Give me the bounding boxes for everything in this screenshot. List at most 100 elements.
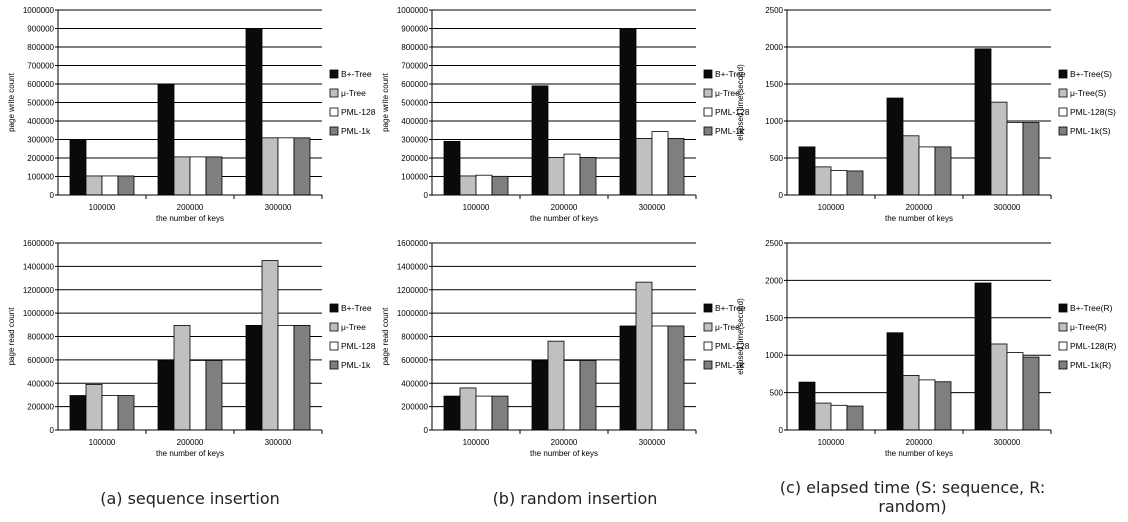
legend-label: PML-1k [715,360,745,370]
x-axis-label: the number of keys [530,449,598,458]
bar-pml-1k-s--200000 [934,146,952,196]
bar--tree-200000 [173,324,191,431]
y-tick-label: 2500 [765,6,783,15]
y-tick-label: 1600000 [23,239,55,248]
bar-b-tree-s--300000 [974,48,992,196]
y-axis-label: page read count [7,307,16,366]
legend-swatch [1058,360,1068,370]
legend-label: PML-1k [715,126,745,136]
bar-pml-1k-100000 [117,395,135,431]
legend-label: μ-Tree [715,88,740,98]
y-tick-label: 1600000 [397,239,429,248]
legend-label: PML-128 [715,107,750,117]
legend-swatch [703,360,713,370]
y-tick-label: 600000 [401,80,428,89]
legend-label: μ-Tree(S) [1070,88,1106,98]
y-tick-label: 500 [770,154,784,163]
y-tick-label: 600000 [27,80,54,89]
chart-3: 0 500 1000 1500 2000 2500 elapsed time(second)… [736,6,1116,223]
y-axis-label: page read count [381,307,390,366]
legend-label: B+-Tree [341,303,372,313]
legend-label: PML-1k [341,126,371,136]
y-tick-label: 2500 [765,239,783,248]
legend-swatch [329,69,339,79]
x-tick-label: 100000 [463,203,490,212]
bar--tree-300000 [261,260,279,431]
legend-label: μ-Tree [341,88,366,98]
bar--tree-300000 [261,137,279,196]
caption-b: (b) random insertion [492,489,658,508]
y-tick-label: 0 [424,426,429,435]
bar-b-tree-200000 [157,83,175,196]
legend-label: PML-128 [341,341,376,351]
x-tick-label: 200000 [551,438,578,447]
x-tick-label: 300000 [265,438,292,447]
bar-pml-1k-300000 [293,137,311,196]
chart-2: 0 100000 200000 300000 400000 500000 600000 700… [381,6,750,223]
legend-label: PML-128 [715,341,750,351]
y-tick-label: 200000 [27,154,54,163]
bar--tree-100000 [459,175,477,196]
y-tick-label: 800000 [27,333,54,342]
legend-swatch [1058,69,1068,79]
y-tick-label: 500000 [27,99,54,108]
bar--tree-r--300000 [990,343,1008,431]
legend-swatch [1058,322,1068,332]
x-tick-label: 100000 [89,438,116,447]
bar-pml-128-r--100000 [830,404,848,431]
x-tick-label: 300000 [639,203,666,212]
legend-swatch [1058,341,1068,351]
bar-b-tree-300000 [245,324,263,431]
y-tick-label: 2000 [765,43,783,52]
x-tick-label: 100000 [463,438,490,447]
bar-b-tree-200000 [531,360,549,431]
chart-6: 0 500 1000 1500 2000 2500 elapsed time(second)… [736,239,1116,458]
y-tick-label: 800000 [27,43,54,52]
y-tick-label: 700000 [401,62,428,71]
bar-pml-128-300000 [651,131,669,196]
y-tick-label: 1000 [765,351,783,360]
bar-pml-128-200000 [563,153,581,196]
x-axis-label: the number of keys [885,214,953,223]
bar-b-tree-s--200000 [886,97,904,196]
bar--tree-100000 [459,387,477,431]
y-tick-label: 2000 [765,276,783,285]
legend-label: PML-128(S) [1070,107,1116,117]
bar-pml-1k-100000 [491,395,509,431]
caption-c: (c) elapsed time (S: sequence, R: random… [779,478,1046,516]
y-tick-label: 1400000 [23,262,55,271]
y-tick-label: 500000 [401,99,428,108]
bar-pml-1k-100000 [491,175,509,196]
bar--tree-s--200000 [902,135,920,196]
y-tick-label: 400000 [401,379,428,388]
y-tick-label: 1400000 [397,262,429,271]
bar-b-tree-300000 [619,325,637,431]
caption-a: (a) sequence insertion [100,489,280,508]
legend-label: PML-128 [341,107,376,117]
bar-pml-128-100000 [101,395,119,431]
y-tick-label: 400000 [27,117,54,126]
bar-pml-128-100000 [475,174,493,196]
x-axis-label: the number of keys [156,214,224,223]
legend-label: B+-Tree(S) [1070,69,1112,79]
y-tick-label: 0 [50,191,55,200]
bar-pml-128-300000 [651,325,669,431]
legend-label: B+-Tree(R) [1070,303,1113,313]
legend-label: PML-1k(S) [1070,126,1111,136]
bar-pml-1k-r--200000 [934,381,952,431]
bar--tree-s--100000 [814,166,832,196]
y-tick-label: 100000 [27,173,54,182]
bar-pml-128-s--200000 [918,146,936,196]
bar-pml-1k-s--100000 [846,170,864,196]
legend-label: PML-1k(R) [1070,360,1111,370]
legend-label: B+-Tree [715,303,746,313]
x-tick-label: 200000 [906,203,933,212]
x-tick-label: 300000 [639,438,666,447]
bar--tree-r--200000 [902,374,920,431]
bar--tree-100000 [85,175,103,196]
y-tick-label: 600000 [27,356,54,365]
y-tick-label: 200000 [401,154,428,163]
y-tick-label: 400000 [401,117,428,126]
bar-b-tree-100000 [69,395,87,431]
bar--tree-300000 [635,281,653,431]
